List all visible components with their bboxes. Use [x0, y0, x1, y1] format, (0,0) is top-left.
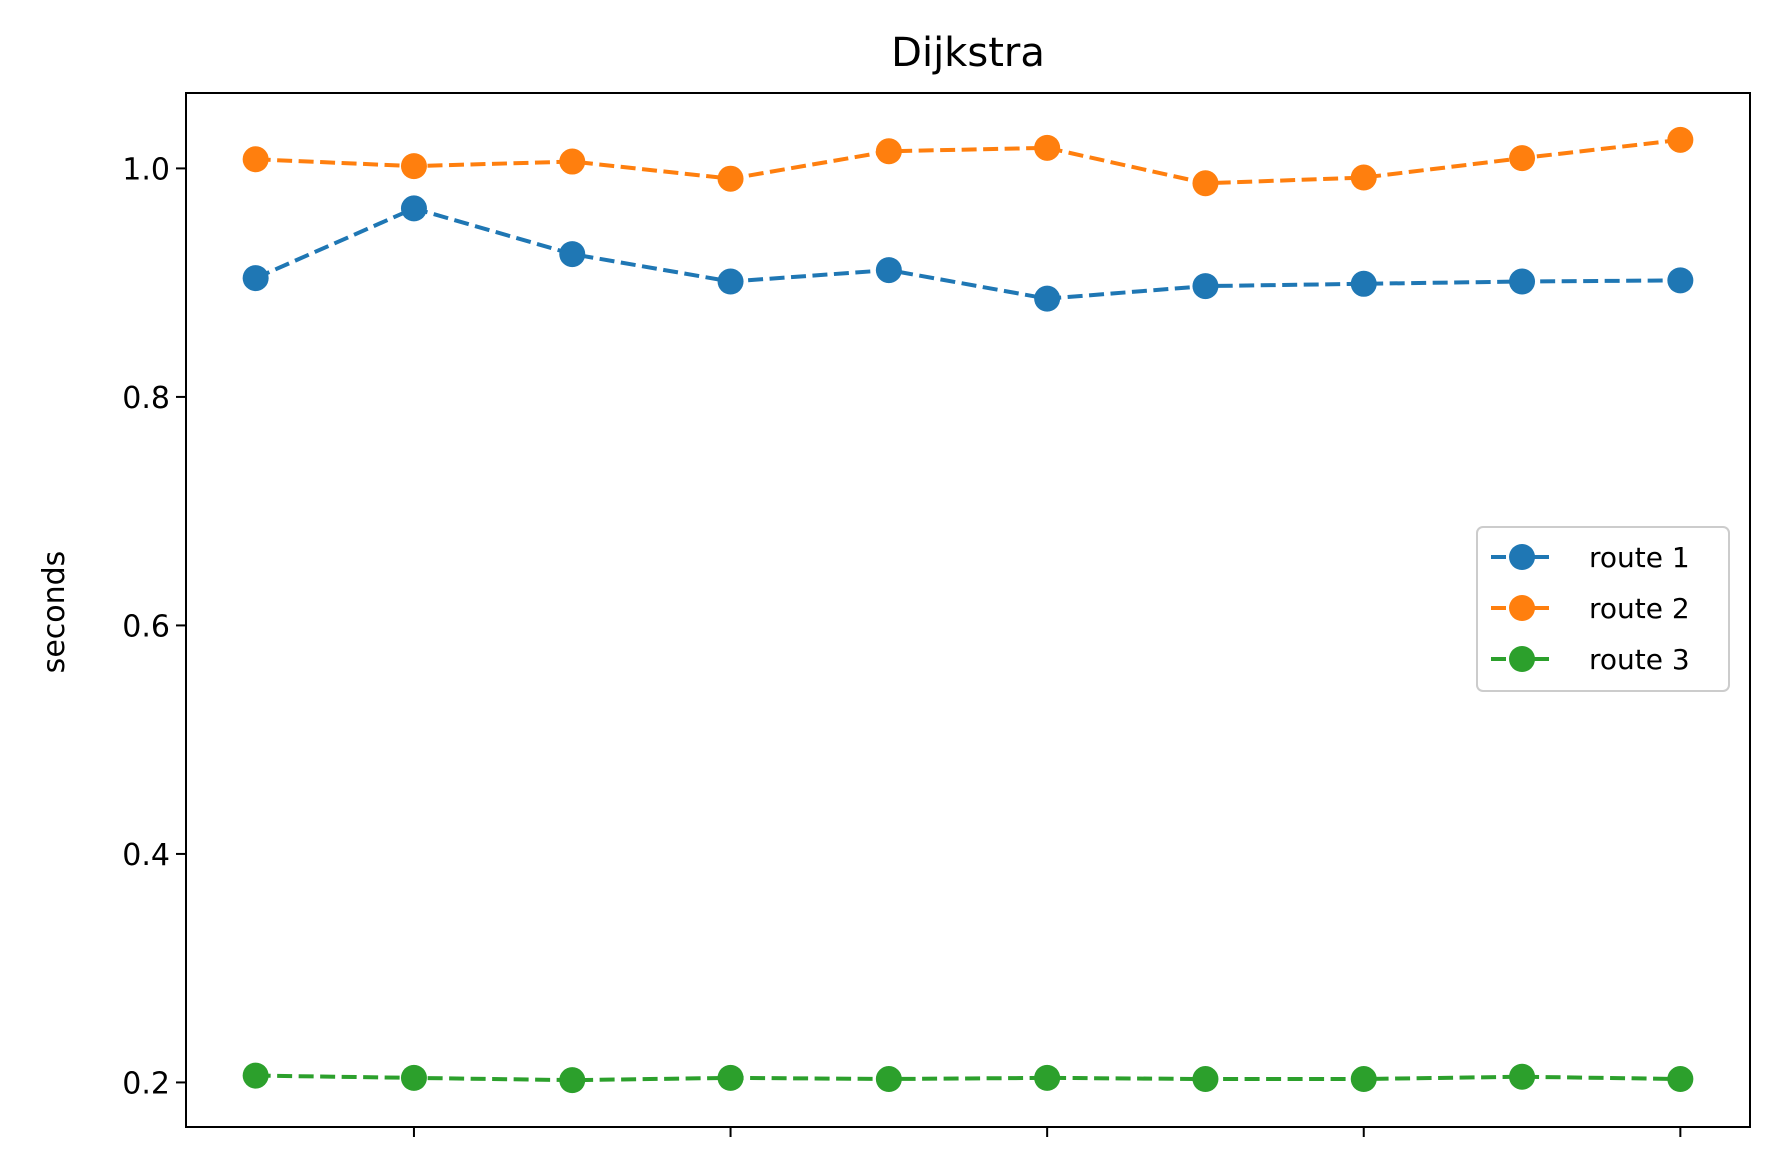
series-2-point: [717, 165, 744, 192]
legend-marker: [1509, 646, 1535, 672]
series-1-point: [1034, 285, 1061, 312]
legend-entry: route 2: [1491, 592, 1690, 625]
series-3-point: [875, 1066, 902, 1093]
series-line-2: [255, 137, 1681, 186]
legend-label: route 1: [1589, 541, 1690, 574]
legend-label: route 3: [1589, 643, 1690, 676]
series-2-point: [1509, 145, 1536, 172]
y-tick-label: 1.0: [122, 152, 170, 187]
series-line-3: [255, 1073, 1681, 1083]
series-1-point: [717, 268, 744, 295]
y-tick-label: 0.2: [122, 1066, 170, 1101]
y-tick-label: 0.6: [122, 609, 170, 644]
series-3-point: [559, 1067, 586, 1094]
series-3-point: [717, 1064, 744, 1091]
series-2-point: [1192, 170, 1219, 197]
series-1-point: [1509, 268, 1536, 295]
series-1-point: [559, 241, 586, 268]
series-3-point: [400, 1064, 427, 1091]
legend-marker: [1509, 595, 1535, 621]
series-line-1: [254, 206, 1681, 301]
legend-entry: route 3: [1491, 643, 1690, 676]
series-2-point: [875, 138, 902, 165]
series-2-point: [559, 148, 586, 175]
series-1-point: [400, 195, 427, 222]
plot-frame: [185, 92, 1751, 1128]
legend-entry: route 1: [1491, 541, 1690, 574]
legend-box: [1476, 526, 1730, 692]
series-1-point: [1350, 270, 1377, 297]
series-3-point: [1667, 1066, 1694, 1093]
series-1-point: [875, 257, 902, 284]
y-axis-label: seconds: [37, 551, 72, 674]
legend: route 1 route 2 route 3: [1476, 526, 1730, 692]
series-2-point: [1034, 134, 1061, 161]
series-1-point: [1667, 267, 1694, 294]
series-3-point: [242, 1062, 269, 1089]
series-3-point: [1192, 1066, 1219, 1093]
series-3-point: [1034, 1064, 1061, 1091]
legend-label: route 2: [1589, 592, 1690, 625]
series-2-point: [1667, 126, 1694, 153]
series-2-point: [1350, 164, 1377, 191]
y-tick-label: 0.4: [122, 838, 170, 873]
series-2-point: [400, 153, 427, 180]
series-1-point: [242, 265, 269, 292]
series-1-point: [1192, 273, 1219, 300]
legend-marker: [1509, 544, 1535, 570]
chart-title: Dijkstra: [891, 30, 1045, 76]
plot-area: [242, 126, 1694, 1094]
axes: 0.2 0.4 0.6 0.8 1.0: [122, 152, 1682, 1137]
series-3-point: [1350, 1066, 1377, 1093]
series-3-point: [1509, 1063, 1536, 1090]
y-tick-label: 0.8: [122, 381, 170, 416]
series-2-point: [242, 146, 269, 173]
